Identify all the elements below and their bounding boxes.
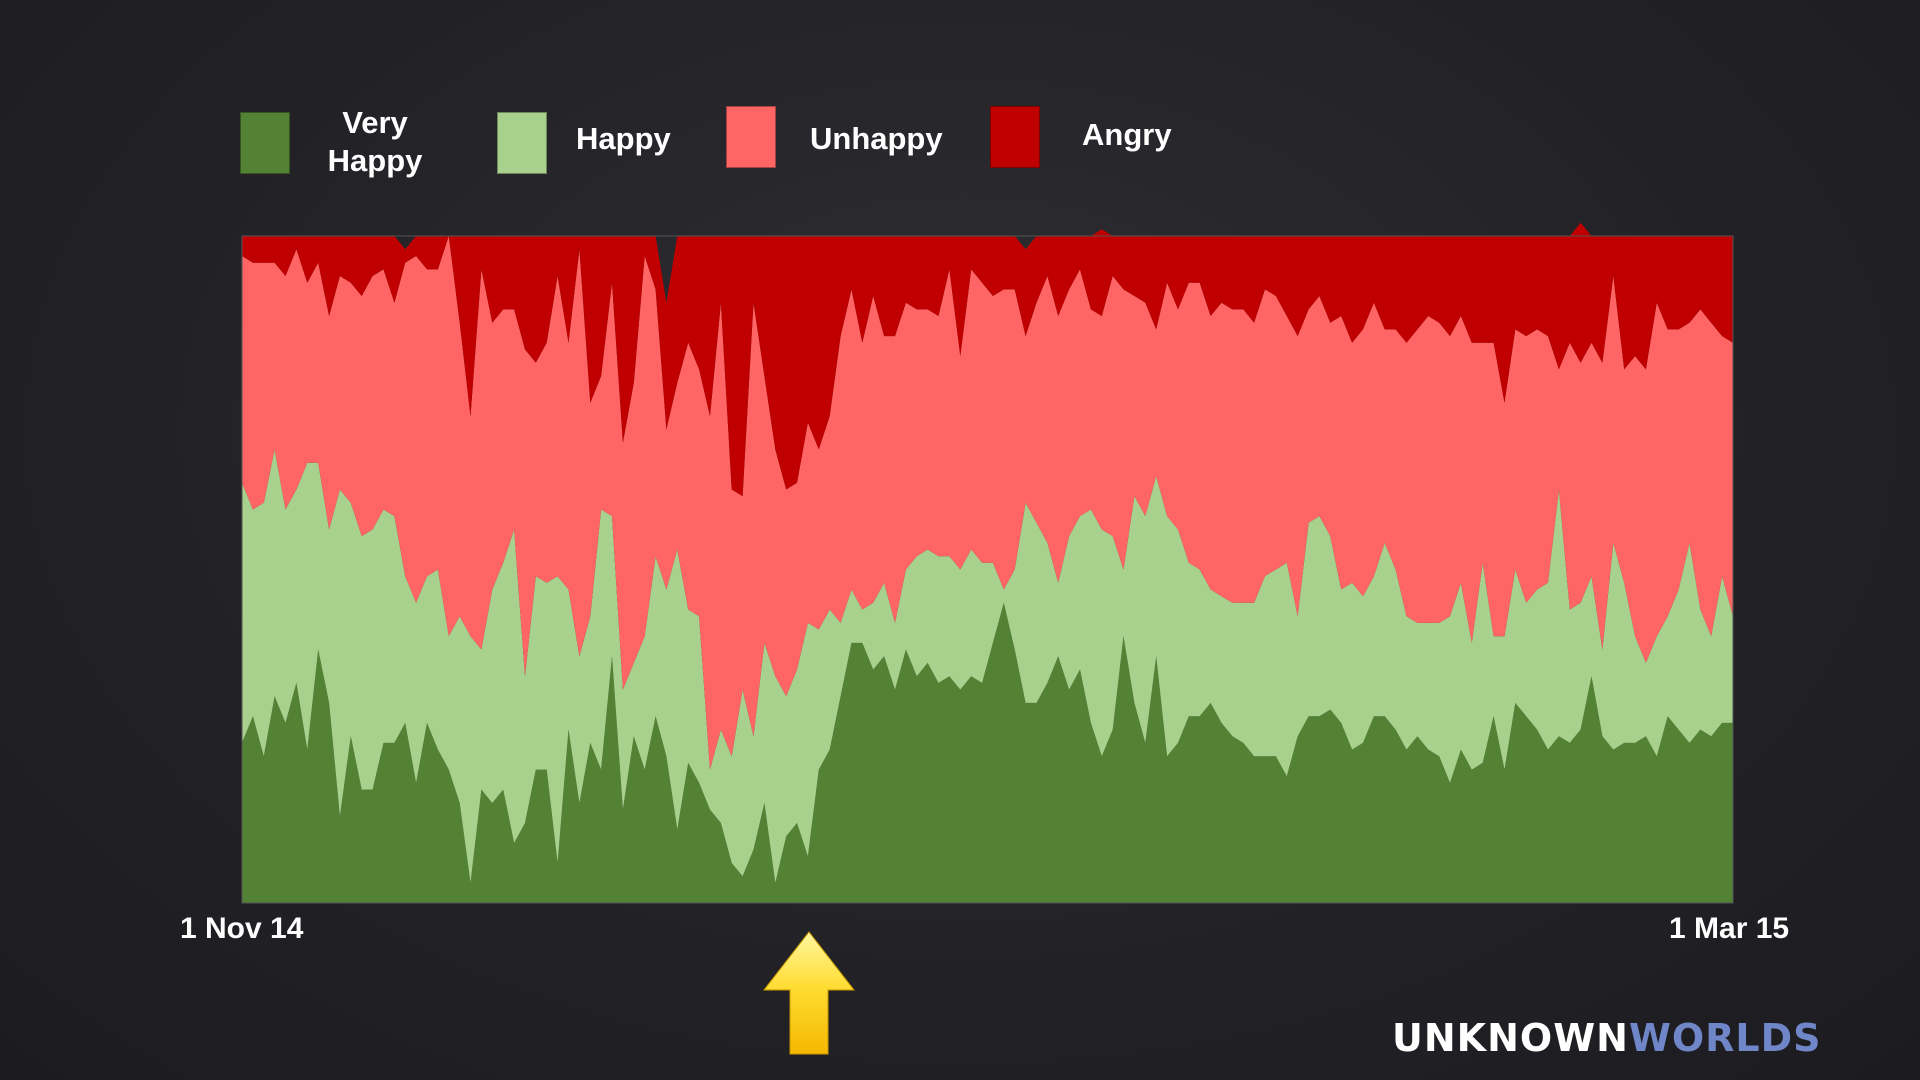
legend-label-unhappy: Unhappy: [810, 121, 943, 156]
legend-swatch-angry: [990, 106, 1040, 168]
logo-part-worlds: WORLDS: [1628, 1016, 1822, 1060]
legend-label-very-happy-line2: Happy: [327, 143, 423, 178]
legend-label-happy: Happy: [576, 121, 671, 156]
legend-label-angry: Angry: [1082, 117, 1172, 152]
plot-frame: [241, 235, 1734, 904]
legend-swatch-very-happy: [240, 112, 290, 174]
logo-part-unknown: UNKNOWN: [1392, 1016, 1629, 1060]
legend-label-very-happy: Very Happy: [320, 104, 430, 180]
area-series-angry: [242, 222, 1733, 497]
area-series-very-happy: [242, 602, 1733, 903]
up-arrow-icon: [762, 931, 856, 1055]
company-logo: UNKNOWNWORLDS: [1392, 1016, 1822, 1060]
x-axis-start-label: 1 Nov 14: [180, 912, 304, 945]
area-series-unhappy: [242, 236, 1733, 770]
legend-swatch-unhappy: [726, 106, 776, 168]
legend: Very Happy Happy Unhappy Angry: [240, 104, 1240, 184]
legend-swatch-happy: [497, 112, 547, 174]
legend-label-very-happy-line1: Very: [342, 105, 408, 140]
area-series-happy: [242, 449, 1733, 883]
x-axis-end-label: 1 Mar 15: [1669, 912, 1790, 945]
